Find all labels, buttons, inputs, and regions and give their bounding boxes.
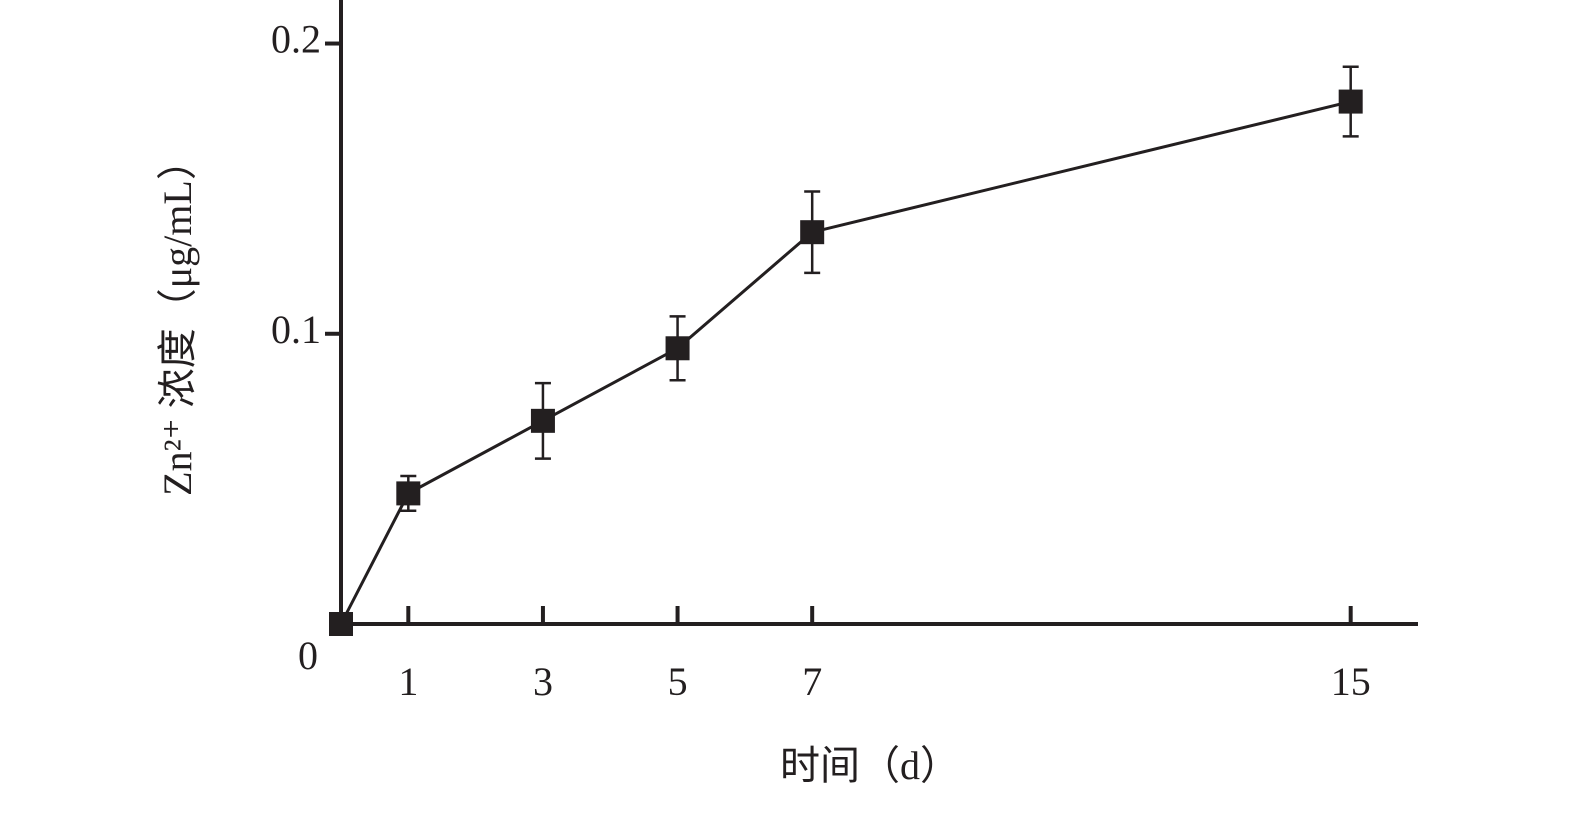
data-line (339, 100, 1352, 625)
y-tick-label: 0.2 (271, 17, 321, 62)
x-tick-label: 7 (802, 659, 822, 704)
data-point (665, 336, 690, 361)
y-tick-label: 0 (298, 633, 318, 678)
data-point (396, 481, 421, 506)
x-tick-label: 3 (533, 659, 553, 704)
data-point (530, 408, 555, 433)
data-point (800, 220, 825, 245)
y-tick-label: 0.1 (271, 307, 321, 352)
x-axis-label: 时间（d） (780, 743, 960, 788)
x-tick-label: 5 (668, 659, 688, 704)
data-point (1338, 89, 1363, 114)
data-point (329, 612, 353, 636)
x-tick-label: 15 (1331, 659, 1371, 704)
y-axis-label: Zn²⁺ 浓度（μg/mL） (155, 140, 200, 496)
x-tick-label: 1 (398, 659, 418, 704)
